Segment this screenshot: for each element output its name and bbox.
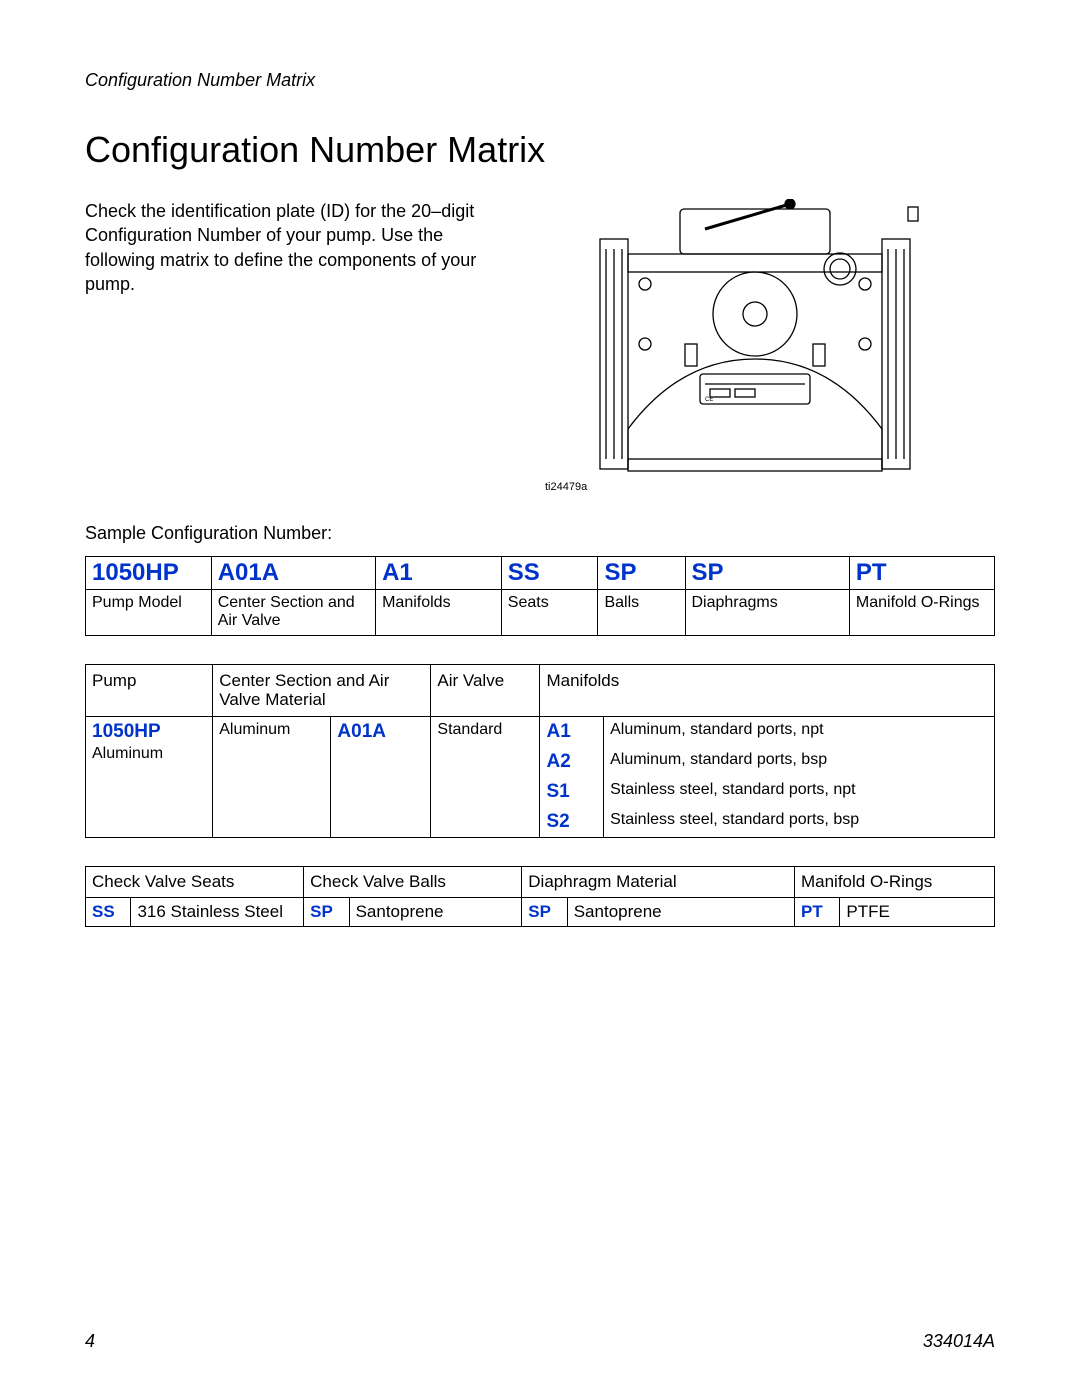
manifold-desc: Aluminum, standard ports, npt (604, 716, 995, 747)
options-header: Center Section and Air Valve Material (213, 664, 431, 716)
diaphragm-code: SP (522, 897, 567, 926)
sample-code-cell: SS (501, 557, 598, 590)
sample-label-cell: Seats (501, 590, 598, 636)
materials-table: Check Valve Seats Check Valve Balls Diap… (85, 866, 995, 927)
sample-label-cell: Manifold O-Rings (849, 590, 994, 636)
center-material: Aluminum (213, 716, 331, 837)
sample-code-cell: 1050HP (86, 557, 212, 590)
diaphragm-desc: Santoprene (567, 897, 794, 926)
pump-diagram: CE ti24479a (515, 199, 995, 493)
center-code: A01A (331, 716, 431, 837)
running-header: Configuration Number Matrix (85, 70, 995, 91)
sample-config-label: Sample Configuration Number: (85, 523, 995, 544)
sample-code-cell: SP (685, 557, 849, 590)
manifold-desc: Stainless steel, standard ports, npt (604, 777, 995, 807)
balls-code: SP (304, 897, 349, 926)
materials-header: Manifold O-Rings (794, 866, 994, 897)
pump-cell: 1050HP Aluminum (86, 716, 213, 837)
airvalve-desc: Standard (431, 716, 540, 837)
page-number: 4 (85, 1331, 95, 1352)
orings-desc: PTFE (840, 897, 995, 926)
intro-paragraph: Check the identification plate (ID) for … (85, 199, 485, 296)
sample-label-cell: Diaphragms (685, 590, 849, 636)
seats-code: SS (86, 897, 131, 926)
sample-label-cell: Balls (598, 590, 685, 636)
manifold-desc: Stainless steel, standard ports, bsp (604, 807, 995, 838)
options-table: Pump Center Section and Air Valve Materi… (85, 664, 995, 838)
page-title: Configuration Number Matrix (85, 129, 995, 171)
sample-label-cell: Center Section and Air Valve (211, 590, 375, 636)
manifold-code: A1 (540, 716, 604, 747)
materials-header: Diaphragm Material (522, 866, 795, 897)
pump-code: 1050HP (92, 721, 161, 742)
options-header: Pump (86, 664, 213, 716)
balls-desc: Santoprene (349, 897, 522, 926)
sample-code-cell: SP (598, 557, 685, 590)
orings-code: PT (794, 897, 839, 926)
sample-label-cell: Pump Model (86, 590, 212, 636)
options-header: Air Valve (431, 664, 540, 716)
document-number: 334014A (923, 1331, 995, 1352)
manifold-code: A2 (540, 747, 604, 777)
materials-header: Check Valve Balls (304, 866, 522, 897)
pump-illustration: CE (590, 199, 920, 479)
svg-text:CE: CE (705, 397, 713, 403)
manifold-code: S2 (540, 807, 604, 838)
sample-label-cell: Manifolds (376, 590, 502, 636)
options-header: Manifolds (540, 664, 995, 716)
sample-code-cell: A1 (376, 557, 502, 590)
sample-code-cell: A01A (211, 557, 375, 590)
sample-code-cell: PT (849, 557, 994, 590)
manifold-code: S1 (540, 777, 604, 807)
materials-header: Check Valve Seats (86, 866, 304, 897)
manifold-desc: Aluminum, standard ports, bsp (604, 747, 995, 777)
seats-desc: 316 Stainless Steel (131, 897, 304, 926)
pump-desc: Aluminum (92, 745, 163, 762)
diagram-ref-label: ti24479a (545, 481, 587, 493)
sample-config-table: 1050HP A01A A1 SS SP SP PT Pump Model Ce… (85, 556, 995, 636)
